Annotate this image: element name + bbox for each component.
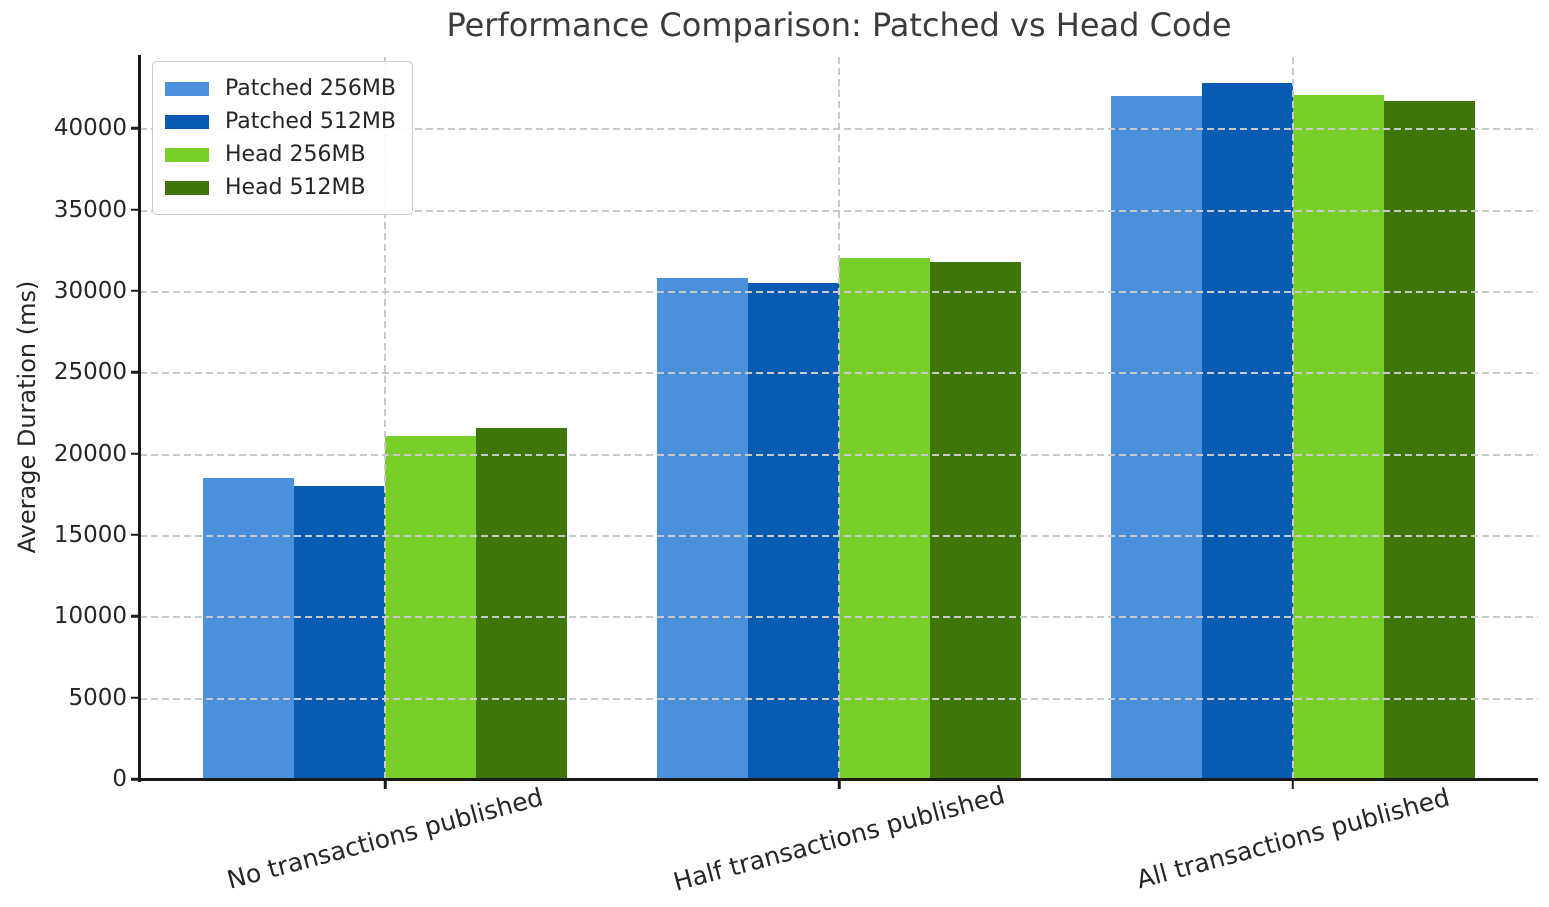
bar-patched-256mb-cat2 (1110, 95, 1202, 779)
y-tick-mark-10000 (131, 615, 140, 618)
gridline-x-2 (1291, 55, 1294, 779)
legend-label: Head 256MB (225, 142, 366, 167)
legend-swatch (165, 180, 209, 195)
gridline-x-1 (838, 55, 840, 779)
legend-label: Patched 256MB (225, 76, 396, 101)
legend-label: Head 512MB (225, 175, 366, 200)
x-tick-mark-0 (383, 780, 387, 789)
y-tick-label-20000: 20000 (53, 440, 127, 467)
legend-label: Patched 512MB (225, 109, 396, 134)
legend-swatch (165, 147, 209, 162)
y-tick-mark-35000 (131, 208, 140, 211)
y-tick-mark-25000 (131, 371, 140, 374)
bar-head-256mb-cat2 (1292, 94, 1384, 779)
legend-item-head-512mb: Head 512MB (165, 171, 396, 204)
y-tick-mark-30000 (131, 289, 140, 293)
y-tick-mark-20000 (131, 452, 140, 455)
y-axis-label: Average Duration (ms) (13, 280, 41, 554)
y-tick-mark-40000 (131, 126, 140, 130)
y-tick-label-40000: 40000 (53, 115, 127, 142)
x-tick-label-2: All transactions published (1133, 782, 1453, 895)
y-tick-mark-0 (131, 777, 140, 781)
legend-item-head-256mb: Head 256MB (165, 138, 396, 171)
bar-head-512mb-cat0 (476, 427, 568, 779)
plot-area (140, 55, 1538, 779)
y-tick-label-15000: 15000 (53, 521, 127, 548)
y-tick-label-35000: 35000 (53, 196, 127, 223)
bar-patched-512mb-cat2 (1201, 82, 1293, 779)
bar-patched-256mb-cat0 (203, 478, 295, 779)
bar-head-256mb-cat0 (385, 435, 477, 779)
legend-swatch (165, 81, 209, 96)
x-tick-label-0: No transactions published (223, 782, 547, 895)
y-tick-mark-15000 (131, 533, 140, 537)
y-tick-label-25000: 25000 (53, 359, 127, 386)
y-axis-spine (138, 55, 141, 782)
y-tick-label-10000: 10000 (53, 603, 127, 630)
bar-head-512mb-cat2 (1383, 100, 1475, 779)
bar-patched-256mb-cat1 (656, 277, 748, 779)
gridline-x-0 (384, 55, 387, 779)
bar-head-256mb-cat1 (839, 258, 930, 779)
x-tick-mark-2 (1291, 780, 1295, 789)
y-tick-label-5000: 5000 (68, 684, 127, 711)
legend-item-patched-256mb: Patched 256MB (165, 72, 396, 105)
bar-head-512mb-cat1 (930, 261, 1021, 779)
x-axis-spine (138, 777, 1538, 781)
bar-patched-512mb-cat0 (294, 486, 386, 779)
x-tick-mark-1 (837, 780, 841, 789)
legend-item-patched-512mb: Patched 512MB (165, 105, 396, 138)
y-tick-label-0: 0 (112, 766, 127, 792)
legend-swatch (165, 114, 209, 129)
legend: Patched 256MB Patched 512MB Head 256MB Head… (152, 61, 413, 215)
chart-title: Performance Comparison: Patched vs Head … (446, 6, 1232, 44)
x-tick-label-1: Half transactions published (670, 780, 1008, 897)
bar-patched-512mb-cat1 (747, 282, 839, 779)
y-tick-mark-5000 (131, 696, 140, 699)
y-tick-label-30000: 30000 (53, 277, 127, 304)
